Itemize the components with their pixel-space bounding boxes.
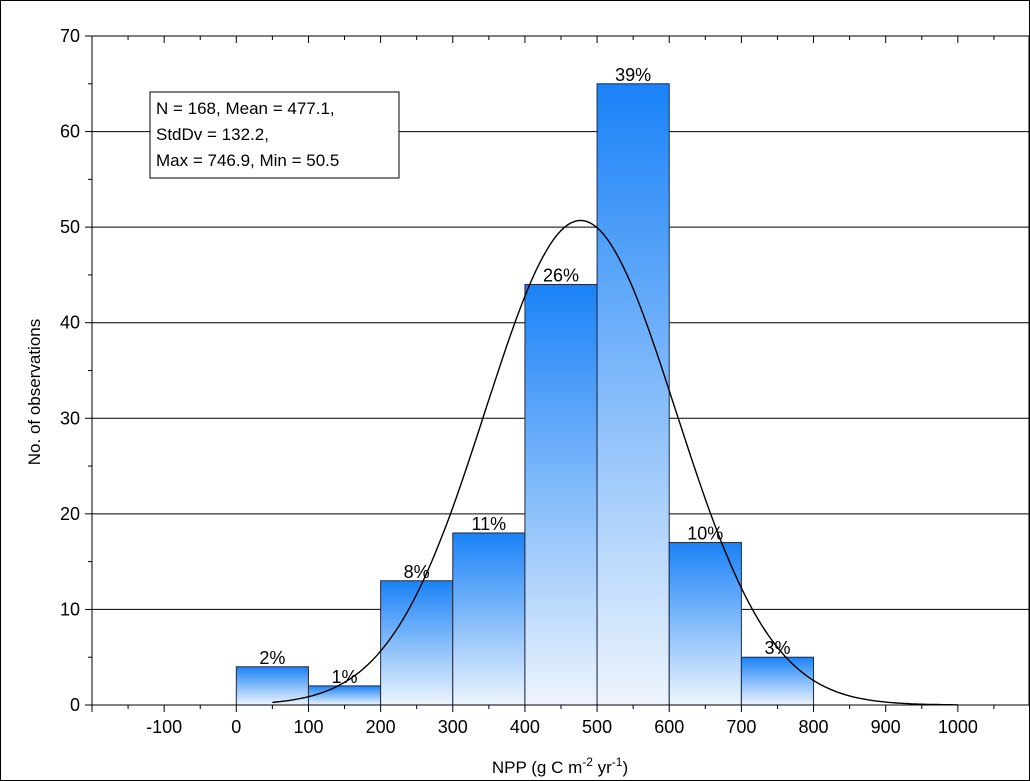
y-axis: 0 10 20 30 40 50 60 70 <box>60 26 92 715</box>
x-tick-label: 500 <box>582 717 612 737</box>
y-tick-label: 0 <box>70 695 80 715</box>
bar-percent-label: 1% <box>332 667 358 687</box>
x-tick-label: 400 <box>510 717 540 737</box>
histogram-bar <box>307 685 382 706</box>
x-tick-label: 1000 <box>938 717 978 737</box>
bar-percent-label: 26% <box>543 265 579 285</box>
bar-percent-labels: 2% 1% 8% 11% 26% 39% 10% 3% <box>259 65 790 687</box>
x-tick-label: 700 <box>726 717 756 737</box>
bar-percent-label: 8% <box>404 562 430 582</box>
x-tick-label: 900 <box>871 717 901 737</box>
x-axis-title: NPP (g C m-2 yr-1) <box>492 755 628 777</box>
stats-line-1: N = 168, Mean = 477.1, <box>156 99 335 118</box>
x-tick-label: 800 <box>799 717 829 737</box>
bar-percent-label: 2% <box>259 648 285 668</box>
histogram-bar <box>740 656 815 706</box>
y-axis-title: No. of observations <box>25 319 44 465</box>
stats-box-frame <box>149 91 400 179</box>
bar-percent-label: 11% <box>471 514 506 534</box>
y-tick-label: 30 <box>60 408 80 428</box>
histogram-bar <box>596 83 670 706</box>
stats-box: N = 168, Mean = 477.1, StdDv = 132.2, Ma… <box>149 91 400 179</box>
normal-curve-line <box>272 219 958 706</box>
y-tick-label: 50 <box>60 217 80 237</box>
bar-percent-label: 3% <box>764 638 790 658</box>
histogram-bar <box>380 580 454 706</box>
x-tick-label: 600 <box>654 717 684 737</box>
stats-line-2: StdDv = 132.2, <box>156 125 269 144</box>
y-tick-label: 60 <box>60 122 80 142</box>
x-tick-label: 100 <box>293 717 323 737</box>
x-tick-label: -100 <box>146 717 182 737</box>
x-tick-label: 200 <box>366 717 396 737</box>
stats-line-3: Max = 746.9, Min = 50.5 <box>156 151 339 170</box>
bars <box>235 83 815 706</box>
y-tick-label: 70 <box>60 26 80 46</box>
y-tick-label: 40 <box>60 313 80 333</box>
histogram-bar <box>668 542 742 706</box>
bar-percent-label: 39% <box>615 65 651 85</box>
bar-percent-label: 10% <box>687 524 723 544</box>
y-tick-label: 20 <box>60 504 80 524</box>
x-tick-label: 0 <box>231 717 241 737</box>
y-tick-label: 10 <box>60 599 80 619</box>
histogram-bar <box>524 283 598 706</box>
normal-fit-curve <box>272 219 958 706</box>
x-axis: -100 0 100 200 300 400 500 600 700 800 900 1000 <box>91 36 1030 737</box>
histogram-bar <box>452 532 526 706</box>
x-tick-label: 300 <box>438 717 468 737</box>
